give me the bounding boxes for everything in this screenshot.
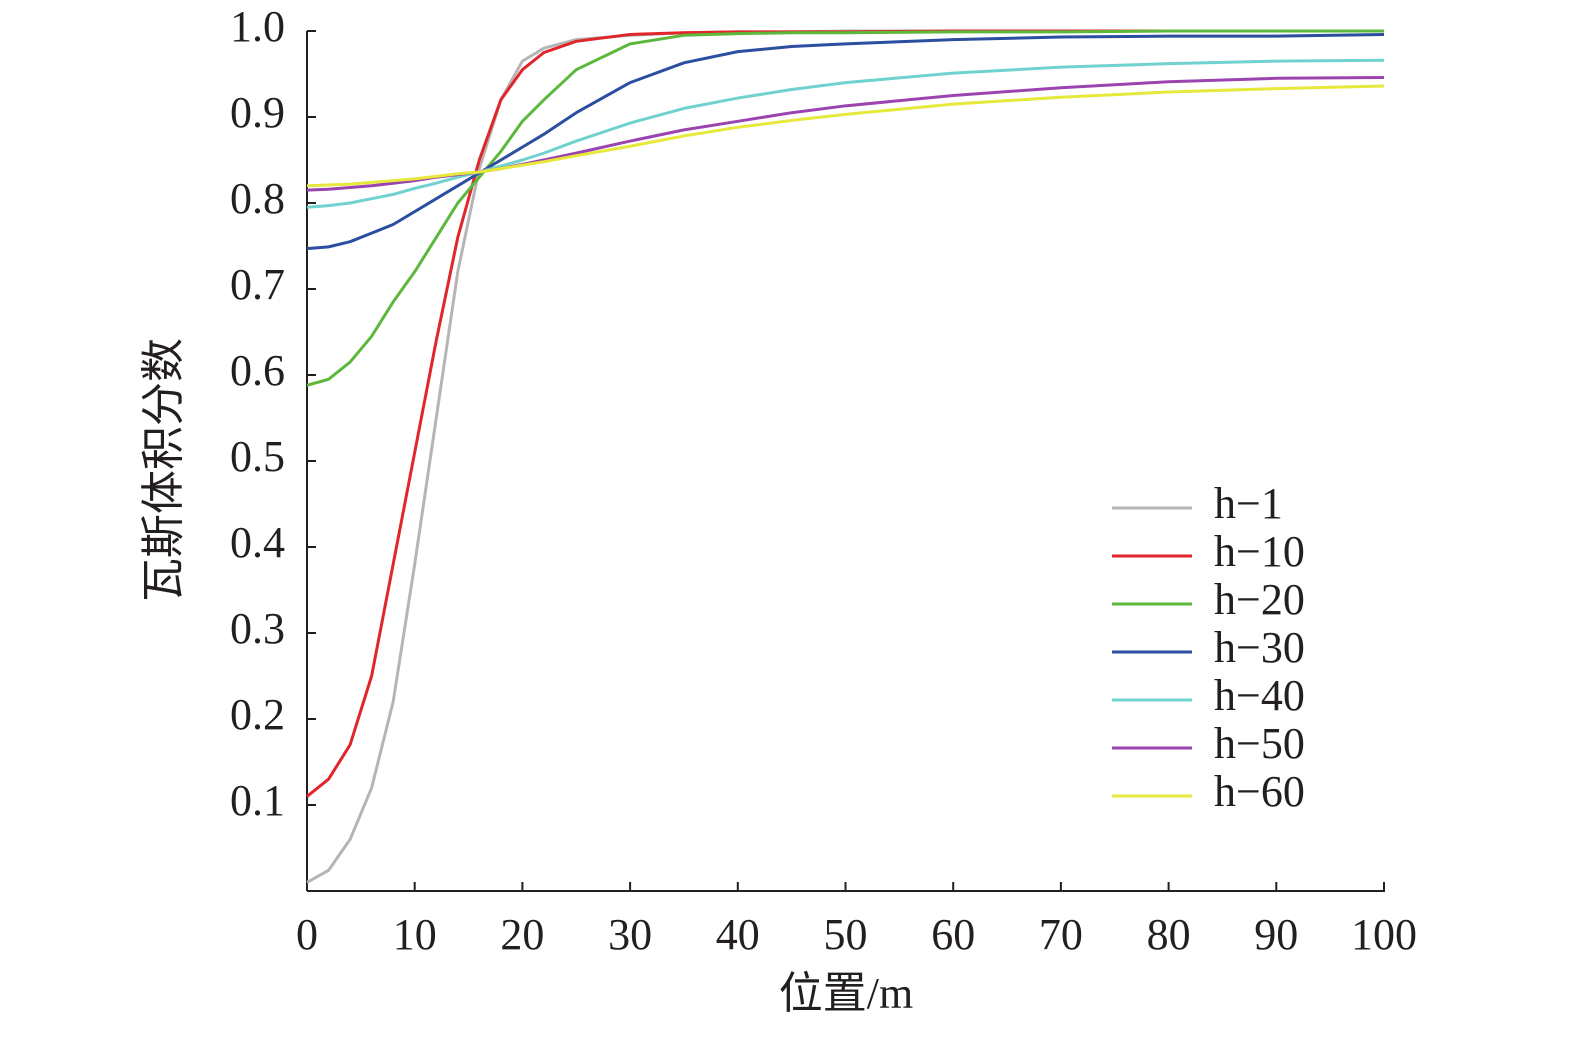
y-tick-label: 0.3: [230, 604, 285, 653]
legend-label: h−40: [1214, 671, 1305, 720]
data-line: [306, 84, 1385, 188]
y-tick-label: 0.6: [230, 346, 285, 395]
y-tick-label: 0.2: [230, 690, 285, 739]
x-tick-label: 50: [824, 910, 868, 959]
x-tick-label: 0: [296, 910, 318, 959]
data-line: [306, 75, 1385, 192]
x-tick-label: 20: [500, 910, 544, 959]
x-tick-label: 70: [1039, 910, 1083, 959]
y-tick-label: 0.1: [230, 776, 285, 825]
legend-label: h−20: [1214, 575, 1305, 624]
x-axis-title: 位置/m: [779, 969, 913, 1018]
y-tick-label: 1.0: [230, 2, 285, 51]
legend-label: h−10: [1214, 527, 1305, 576]
x-tick-label: 30: [608, 910, 652, 959]
y-axis-title: 瓦斯体积分数: [139, 338, 188, 602]
x-tick-label: 100: [1351, 910, 1417, 959]
y-tick-label: 0.4: [230, 518, 285, 567]
legend-label: h−60: [1214, 767, 1305, 816]
data-line: [306, 32, 1385, 251]
legend-label: h−1: [1214, 479, 1283, 528]
x-tick-label: 40: [716, 910, 760, 959]
y-tick-label: 0.5: [230, 432, 285, 481]
y-tick-label: 0.8: [230, 174, 285, 223]
y-tick-label: 0.9: [230, 88, 285, 137]
x-tick-label: 60: [931, 910, 975, 959]
data-line: [306, 58, 1385, 209]
x-tick-label: 90: [1254, 910, 1298, 959]
x-tick-label: 10: [393, 910, 437, 959]
legend-label: h−50: [1214, 719, 1305, 768]
data-line: [306, 29, 1384, 387]
legend-label: h−30: [1214, 623, 1305, 672]
y-tick-label: 0.7: [230, 260, 285, 309]
x-tick-label: 80: [1147, 910, 1191, 959]
